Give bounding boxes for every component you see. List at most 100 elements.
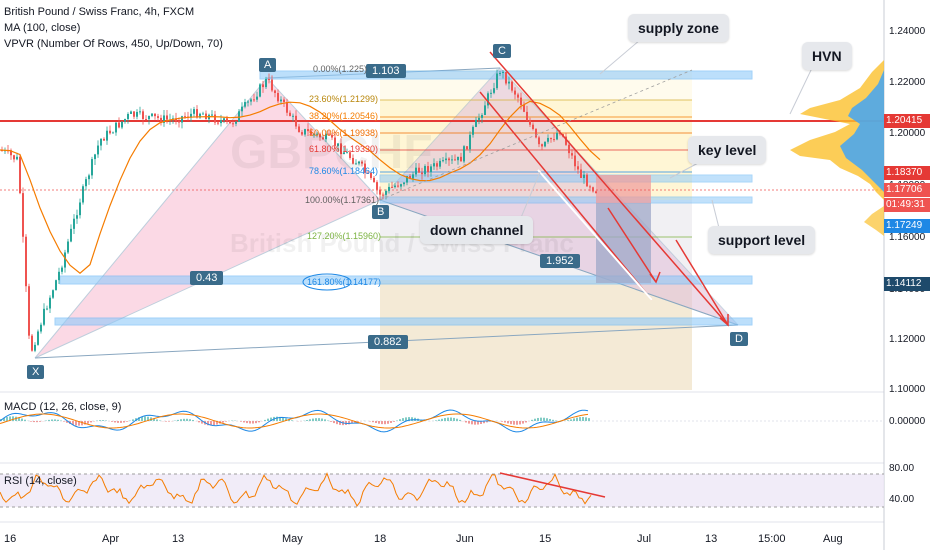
ratio-abc[interactable]: 1.103 [366, 64, 406, 78]
macd-bar [309, 419, 311, 421]
point-b[interactable]: B [372, 205, 390, 219]
macd-bar [411, 417, 413, 421]
candle-body [427, 166, 429, 173]
macd-bar [3, 417, 5, 421]
candle-body [565, 136, 567, 145]
price-tag-current: 1.17706 [884, 183, 930, 197]
candle-body [508, 81, 510, 84]
candle-body [478, 117, 480, 120]
rsi-trendline[interactable] [499, 472, 606, 498]
ma-legend[interactable]: MA (100, close) [4, 22, 81, 34]
macd-bar [312, 418, 314, 421]
candle-body [139, 111, 141, 113]
candle-body [82, 186, 84, 203]
macd-bar [378, 421, 380, 424]
callout-support-level[interactable]: support level [708, 226, 816, 254]
key-level-box[interactable] [379, 174, 753, 183]
candle-body [340, 143, 342, 155]
candle-body [481, 114, 483, 118]
candle-body [415, 167, 417, 175]
macd-bar [456, 418, 458, 421]
macd-bar [540, 417, 542, 421]
macd-bar [36, 421, 38, 423]
ratio-xab[interactable]: 0.43 [190, 271, 224, 285]
macd-bar [381, 421, 383, 425]
macd-bar [114, 421, 116, 423]
callout-supply-zone[interactable]: supply zone [628, 14, 729, 42]
candle-body [256, 96, 258, 100]
point-d[interactable]: D [730, 332, 748, 346]
macd-bar [375, 421, 377, 423]
candle-body [421, 172, 423, 175]
fib-100: 100.00%(1.17361) [305, 195, 380, 205]
price-tick: 1.22000 [889, 77, 926, 88]
candle-body [181, 116, 183, 123]
macd-bar [123, 421, 125, 423]
candle-body [538, 137, 540, 145]
macd-bar [402, 418, 404, 421]
candle-body [313, 134, 315, 136]
price-tag-resistance: 1.20415 [884, 114, 930, 128]
macd-bar [453, 417, 455, 421]
macd-bar [582, 416, 584, 421]
macd-bar [576, 417, 578, 421]
candle-body [337, 143, 339, 146]
ratio-bcd[interactable]: 1.952 [540, 254, 580, 268]
macd-bar [54, 419, 56, 421]
fib-1618: 161.80%(1.14177) [307, 277, 382, 287]
candle-body [91, 159, 93, 176]
candle-body [160, 117, 162, 123]
watermark: GBPCHF [230, 126, 433, 179]
candle-body [13, 155, 15, 160]
candle-body [52, 290, 54, 298]
candle-body [100, 138, 102, 146]
candle-body [19, 156, 21, 194]
macd-bar [99, 420, 101, 421]
candle-body [58, 271, 60, 281]
macd-bar [87, 421, 89, 424]
macd-bar [132, 419, 134, 421]
callout-down-channel[interactable]: down channel [420, 216, 534, 244]
callout-hvn[interactable]: HVN [802, 42, 852, 70]
candle-body [229, 121, 231, 124]
candle-body [274, 90, 276, 93]
macd-bar [165, 421, 167, 422]
point-a[interactable]: A [259, 58, 277, 72]
macd-bar [84, 421, 86, 425]
date-tick: Aug [823, 533, 843, 545]
candle-body [367, 172, 369, 174]
macd-legend[interactable]: MACD (12, 26, close, 9) [4, 401, 122, 413]
macd-bar [318, 418, 320, 421]
ratio-xad[interactable]: 0.882 [368, 335, 408, 349]
candle-body [493, 88, 495, 93]
stop-zone[interactable] [596, 175, 651, 203]
point-x[interactable]: X [27, 365, 45, 379]
macd-bar [510, 421, 512, 425]
candle-body [484, 105, 486, 115]
symbol-title[interactable]: British Pound / Swiss Franc, 4h, FXCM [4, 6, 195, 18]
macd-bar [201, 421, 203, 424]
vpvr-legend[interactable]: VPVR (Number Of Rows, 450, Up/Down, 70) [4, 38, 223, 50]
callout-key-level[interactable]: key level [688, 136, 767, 164]
candle-body [433, 163, 435, 167]
macd-bar [552, 419, 554, 421]
macd-bar [186, 418, 188, 421]
date-tick: 15 [539, 533, 552, 545]
candle-body [127, 113, 129, 120]
rsi-legend[interactable]: RSI (14, close) [4, 475, 77, 487]
lower-zone-box[interactable] [54, 317, 753, 326]
candles [1, 69, 597, 353]
point-c[interactable]: C [493, 44, 511, 58]
price-tick: 1.10000 [889, 384, 926, 395]
candle-body [595, 191, 597, 193]
macd-bar [585, 417, 587, 421]
candle-body [88, 175, 90, 180]
candle-body [277, 92, 279, 102]
rsi-line [0, 472, 592, 507]
macd-bar [285, 418, 287, 421]
candle-body [85, 179, 87, 187]
candle-body [505, 71, 507, 84]
candle-body [289, 112, 291, 116]
macd-bar [567, 420, 569, 421]
